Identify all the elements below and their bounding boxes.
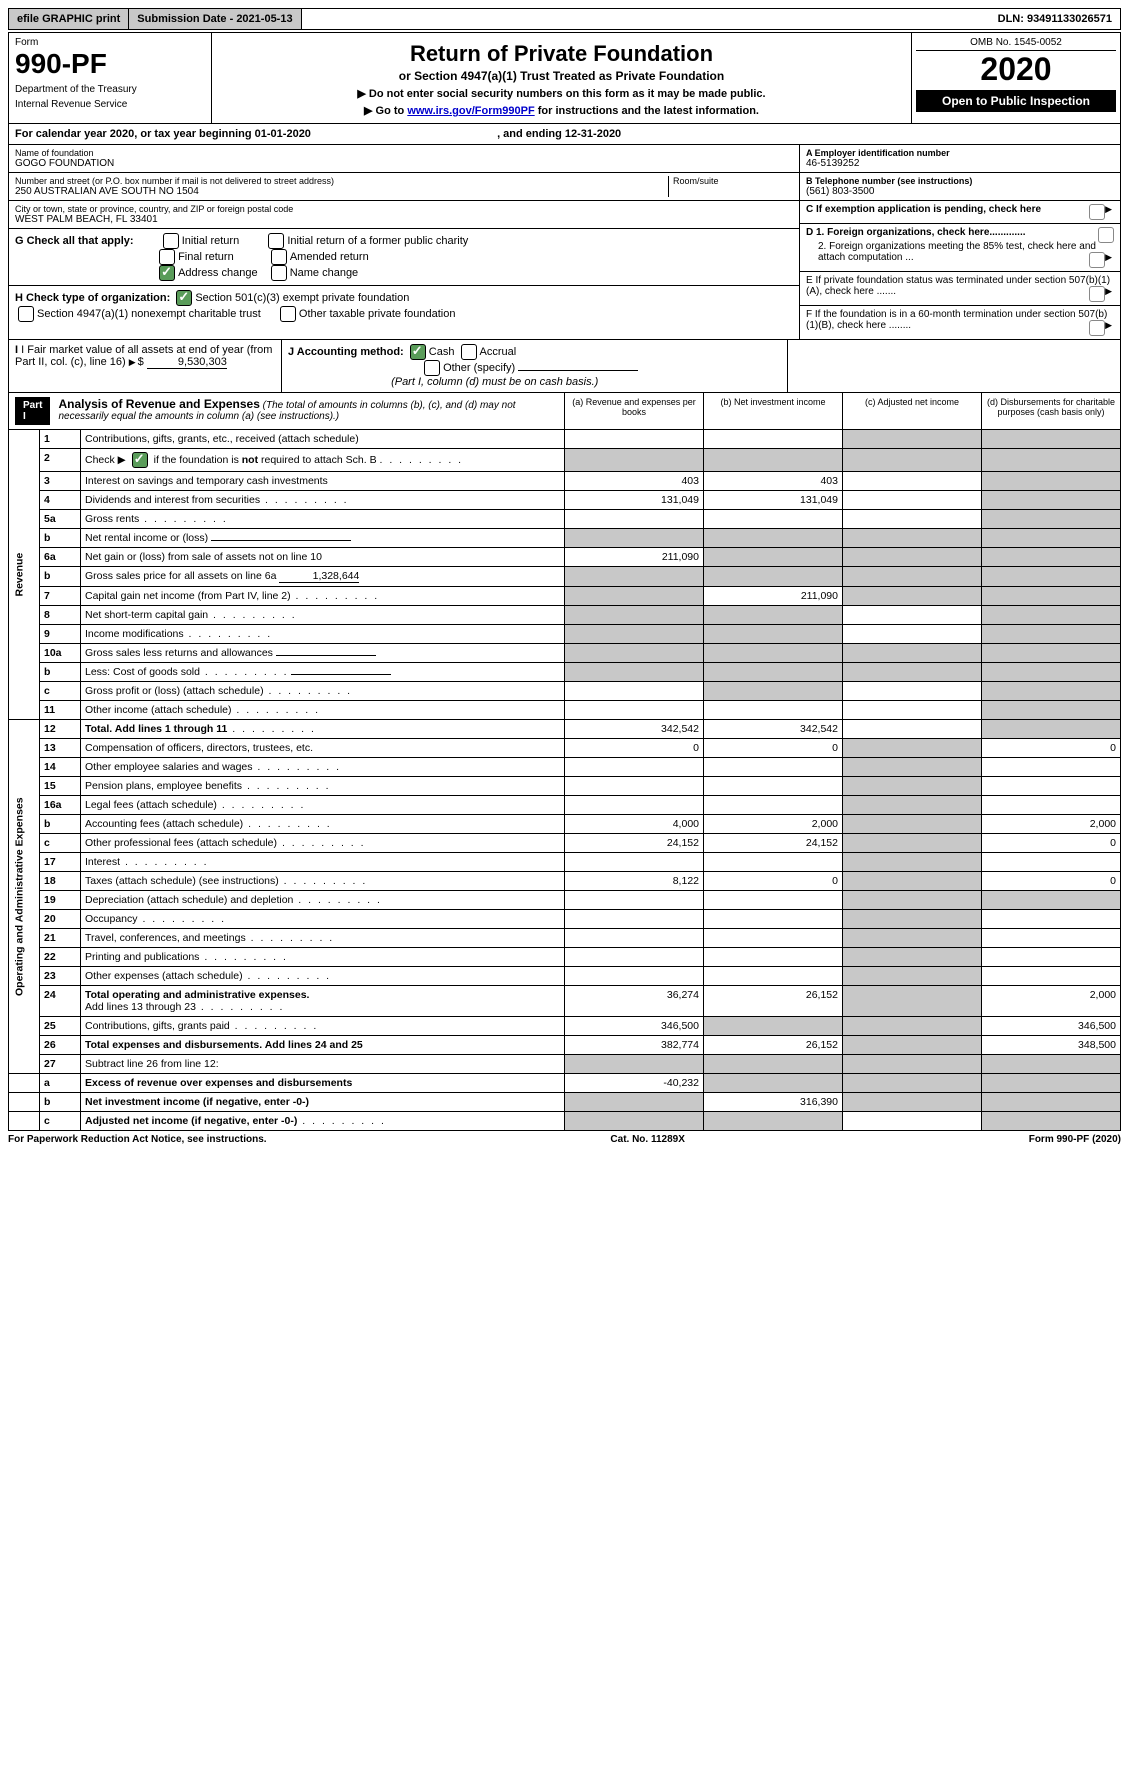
ein-cell: A Employer identification number 46-5139… [800,145,1120,173]
calendar-year-row: For calendar year 2020, or tax year begi… [8,124,1121,145]
paperwork-notice: For Paperwork Reduction Act Notice, see … [8,1134,267,1145]
section-i-j: I I Fair market value of all assets at e… [8,340,1121,393]
status-terminated-checkbox[interactable] [1089,286,1105,302]
form-footer-label: Form 990-PF (2020) [1029,1134,1121,1145]
form-title: Return of Private Foundation [218,41,905,67]
section-d: D 1. Foreign organizations, check here..… [800,224,1120,272]
department-line-2: Internal Revenue Service [15,99,205,110]
form-title-block: Return of Private Foundation or Section … [212,33,912,123]
catalog-number: Cat. No. 11289X [610,1134,684,1145]
name-change-checkbox[interactable] [271,265,287,281]
final-return-checkbox[interactable] [159,249,175,265]
foundation-name-cell: Name of foundation GOGO FOUNDATION [9,145,799,173]
section-i-label: I Fair market value of all assets at end… [15,344,272,368]
4947a1-checkbox[interactable] [18,306,34,322]
omb-number: OMB No. 1545-0052 [916,37,1116,51]
tax-year: 2020 [916,51,1116,88]
cash-checkbox[interactable] [410,344,426,360]
form-label: Form [15,37,205,48]
department-line-1: Department of the Treasury [15,84,205,95]
col-b-header: (b) Net investment income [703,393,842,429]
col-a-header: (a) Revenue and expenses per books [564,393,703,429]
dln-label: DLN: 93491133026571 [990,9,1120,29]
city-cell: City or town, state or province, country… [9,201,799,229]
col-d-header: (d) Disbursements for charitable purpose… [981,393,1120,429]
expenses-side-label: Operating and Administrative Expenses [9,720,40,1074]
fmv-value: 9,530,303 [147,356,227,369]
exemption-pending-checkbox[interactable] [1089,204,1105,220]
foreign-org-checkbox[interactable] [1098,227,1114,243]
submission-date: Submission Date - 2021-05-13 [129,9,301,29]
foreign-85-checkbox[interactable] [1089,252,1105,268]
topbar: efile GRAPHIC print Submission Date - 20… [8,8,1121,30]
accrual-checkbox[interactable] [461,344,477,360]
60-month-checkbox[interactable] [1089,320,1105,336]
street-cell: Number and street (or P.O. box number if… [9,173,799,201]
other-method-checkbox[interactable] [424,360,440,376]
section-f: F If the foundation is in a 60-month ter… [800,306,1120,339]
initial-return-checkbox[interactable] [163,233,179,249]
open-to-public: Open to Public Inspection [916,90,1116,112]
entity-info: Name of foundation GOGO FOUNDATION Numbe… [8,145,1121,340]
section-g: G Check all that apply: Initial return I… [9,229,799,286]
section-h: H Check type of organization: Section 50… [9,286,799,326]
efile-print-button[interactable]: efile GRAPHIC print [9,9,129,29]
revenue-side-label: Revenue [9,430,40,720]
form-note-2: ▶ Go to www.irs.gov/Form990PF for instru… [218,104,905,117]
501c3-checkbox[interactable] [176,290,192,306]
other-taxable-checkbox[interactable] [280,306,296,322]
cash-basis-note: (Part I, column (d) must be on cash basi… [391,376,598,388]
phone-cell: B Telephone number (see instructions) (5… [800,173,1120,201]
form-number: 990-PF [15,48,205,80]
year-block: OMB No. 1545-0052 2020 Open to Public In… [912,33,1120,123]
address-change-checkbox[interactable] [159,265,175,281]
irs-link[interactable]: www.irs.gov/Form990PF [407,105,534,117]
room-suite-label: Room/suite [673,176,793,186]
analysis-table: Revenue 1Contributions, gifts, grants, e… [8,430,1121,1131]
form-id-block: Form 990-PF Department of the Treasury I… [9,33,212,123]
page-footer: For Paperwork Reduction Act Notice, see … [8,1131,1121,1148]
section-c: C If exemption application is pending, c… [800,201,1120,224]
part-1-label: Part I [15,397,50,425]
form-subtitle: or Section 4947(a)(1) Trust Treated as P… [218,69,905,83]
form-header: Form 990-PF Department of the Treasury I… [8,32,1121,124]
amended-return-checkbox[interactable] [271,249,287,265]
form-note-1: ▶ Do not enter social security numbers o… [218,87,905,100]
initial-former-checkbox[interactable] [268,233,284,249]
col-c-header: (c) Adjusted net income [842,393,981,429]
part-1-header: Part I Analysis of Revenue and Expenses … [8,393,1121,430]
section-e: E If private foundation status was termi… [800,272,1120,306]
sch-b-checkbox[interactable] [132,452,148,468]
